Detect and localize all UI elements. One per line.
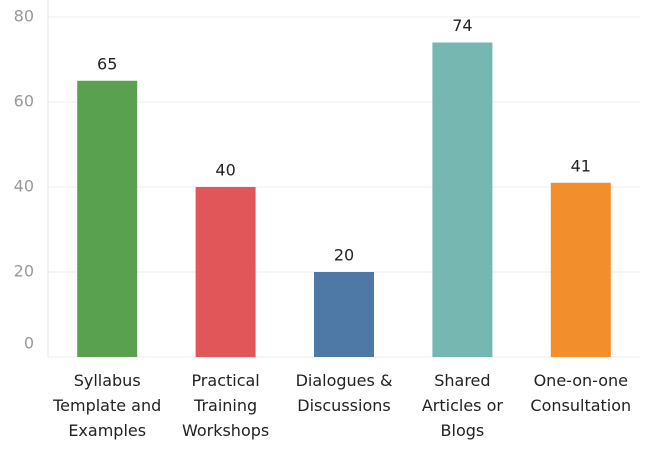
value-label: 20 [334,246,354,265]
bar [432,42,493,357]
y-tick-label: 80 [14,7,34,26]
bar [314,272,374,357]
bar [195,187,256,357]
bar [77,80,138,357]
x-tick-label: Shared Articles or Blogs [421,371,503,440]
y-tick-label: 40 [14,177,34,196]
y-tick-label: 60 [14,92,34,111]
value-label: 41 [571,156,591,175]
value-label: 40 [215,161,235,180]
x-tick-label: Syllabus Template and Examples [53,371,162,440]
value-label: 74 [452,16,472,35]
x-tick-label: One-on-one Consultation [530,371,632,415]
value-label: 65 [97,54,117,73]
bar [550,182,611,357]
x-tick-label: Practical Training Workshops [181,371,270,440]
y-tick-label: 0 [24,334,34,353]
x-tick-label: Dialogues & Discussions [295,371,393,415]
y-tick-label: 20 [14,262,34,281]
